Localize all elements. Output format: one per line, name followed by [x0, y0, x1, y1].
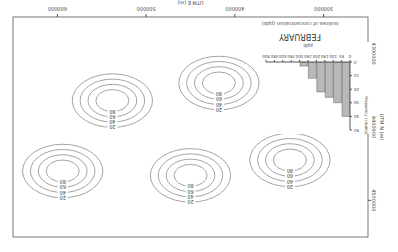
svg-text:40: 40: [287, 179, 293, 185]
svg-text:Frequency (counts): Frequency (counts): [364, 96, 369, 134]
svg-text:20: 20: [216, 107, 222, 113]
svg-text:20: 20: [187, 199, 193, 205]
svg-text:450: 450: [270, 54, 278, 59]
svg-text:80: 80: [216, 91, 222, 97]
svg-text:40: 40: [216, 102, 222, 108]
svg-text:80: 80: [187, 183, 193, 189]
svg-text:80: 80: [60, 179, 66, 185]
svg-text:20: 20: [109, 124, 115, 130]
svg-text:40: 40: [109, 119, 115, 125]
svg-text:4400000: 4400000: [371, 115, 377, 139]
svg-text:100: 100: [329, 54, 337, 59]
svg-text:350: 350: [287, 54, 295, 59]
svg-text:FEBRUARY: FEBRUARY: [279, 32, 321, 41]
svg-text:150: 150: [321, 54, 329, 59]
svg-text:400000: 400000: [225, 6, 244, 12]
svg-text:0: 0: [354, 60, 357, 65]
svg-text:50: 50: [339, 54, 345, 59]
svg-text:60: 60: [216, 96, 222, 102]
svg-text:20: 20: [60, 195, 66, 201]
svg-text:30: 30: [354, 100, 360, 105]
svg-text:4300000: 4300000: [371, 42, 377, 65]
svg-text:300: 300: [295, 54, 303, 59]
svg-text:60: 60: [60, 184, 66, 190]
svg-text:40: 40: [354, 114, 360, 119]
svg-text:4500000: 4500000: [371, 189, 377, 211]
svg-text:60: 60: [109, 114, 115, 120]
svg-text:500: 500: [262, 54, 270, 59]
svg-text:600000: 600000: [48, 6, 67, 12]
svg-text:40: 40: [187, 194, 193, 200]
svg-text:500000: 500000: [137, 6, 156, 12]
svg-text:ppb: ppb: [303, 42, 313, 49]
svg-text:40: 40: [60, 190, 66, 196]
svg-text:20: 20: [354, 87, 360, 92]
svg-text:200: 200: [312, 54, 320, 59]
svg-text:10: 10: [354, 73, 360, 78]
svg-text:250: 250: [304, 54, 312, 59]
svg-text:400: 400: [279, 54, 287, 59]
svg-text:Isolines of concentration (ppb: Isolines of concentration (ppb): [262, 20, 338, 27]
svg-text:20: 20: [287, 184, 293, 190]
svg-text:80: 80: [287, 168, 293, 174]
svg-text:50: 50: [354, 128, 360, 133]
svg-text:300000: 300000: [314, 6, 333, 12]
svg-text:0: 0: [348, 54, 351, 59]
svg-text:60: 60: [287, 173, 293, 179]
svg-text:80: 80: [109, 109, 115, 115]
svg-text:60: 60: [187, 189, 193, 195]
svg-text:UTM E (m): UTM E (m): [177, 0, 203, 6]
svg-text:UTM N (m): UTM N (m): [379, 114, 385, 141]
